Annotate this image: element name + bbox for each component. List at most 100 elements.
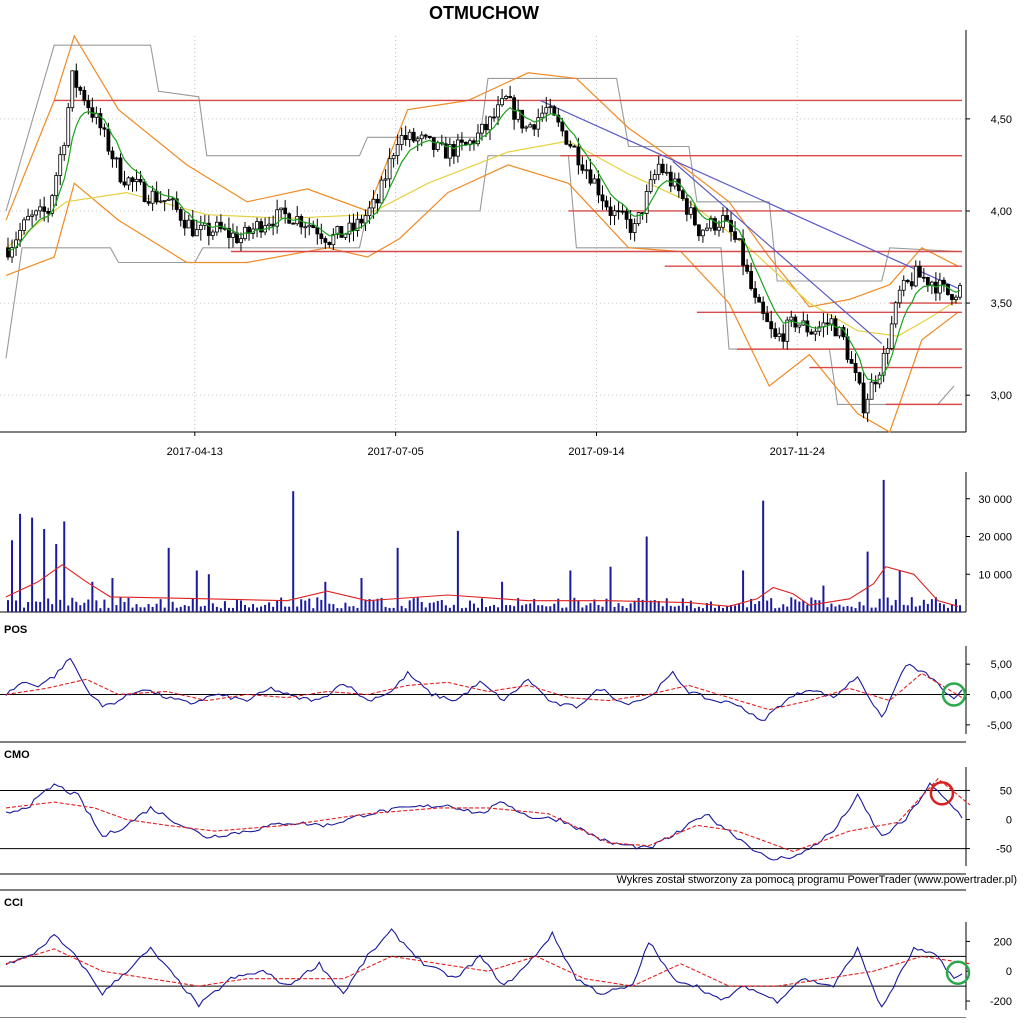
volume-bar: [456, 530, 459, 612]
candle-body: [849, 359, 854, 364]
candle-body: [805, 320, 810, 333]
volume-bar: [742, 570, 745, 612]
volume-bar: [480, 598, 483, 612]
volume-bar: [59, 599, 62, 612]
volume-bar: [195, 570, 198, 612]
x-tick-label: 2017-07-05: [367, 446, 423, 458]
volume-bar: [545, 606, 548, 612]
volume-bar: [167, 547, 170, 612]
candle-body: [797, 324, 802, 328]
volume-bar: [878, 598, 881, 612]
candle-body: [664, 171, 669, 174]
candle-body: [544, 107, 549, 114]
volume-bar: [926, 603, 929, 612]
candle-body: [367, 207, 372, 217]
candle-body: [921, 276, 926, 279]
candle-body: [745, 264, 750, 272]
candle-body: [845, 336, 850, 360]
volume-bar: [131, 607, 134, 612]
candle-body: [889, 323, 894, 349]
volume-bar: [754, 604, 757, 612]
y-tick-label: -50: [996, 844, 1012, 856]
candle-body: [588, 169, 593, 184]
candle-body: [508, 96, 513, 99]
cci-panel: -200 0 200 CCI: [0, 889, 1012, 1019]
candle-body: [568, 143, 573, 147]
candle-body: [379, 179, 384, 204]
volume-bar: [617, 603, 620, 612]
volume-bar: [597, 604, 600, 612]
volume-bar: [870, 607, 873, 612]
volume-bar: [380, 597, 383, 612]
candle-body: [431, 137, 436, 150]
candle-body: [82, 89, 87, 102]
volume-bar: [874, 607, 877, 612]
volume-bar: [677, 605, 680, 612]
volume-bar: [569, 570, 572, 612]
volume-bar: [653, 599, 656, 612]
candle-body: [592, 178, 597, 184]
bollinger-upper-line: [5, 34, 959, 308]
y-tick-label: 200: [994, 936, 1012, 948]
volume-bar: [553, 603, 556, 612]
candle-body: [74, 70, 79, 88]
candle-body: [146, 201, 151, 204]
pos-line: [5, 657, 963, 721]
candle-body: [560, 121, 565, 132]
candle-body: [327, 241, 332, 246]
volume-bar: [790, 597, 793, 612]
candle-body: [857, 372, 862, 384]
volume-bar: [830, 603, 833, 612]
volume-bar: [589, 603, 592, 612]
y-tick-label: 10 000: [978, 569, 1012, 581]
volume-bar: [894, 599, 897, 612]
volume-bar: [227, 607, 230, 612]
candle-body: [644, 191, 649, 214]
volume-bar: [211, 603, 214, 612]
candle-body: [925, 277, 930, 286]
candle-body: [893, 302, 898, 325]
volume-bar: [11, 540, 14, 612]
volume-bar: [497, 607, 500, 612]
y-tick-label: 5,00: [991, 659, 1012, 671]
candle-body: [656, 163, 661, 175]
candle-body: [126, 177, 131, 186]
panel-title: CMO: [4, 749, 30, 761]
candle-body: [403, 135, 408, 140]
candle-body: [773, 328, 778, 337]
candle-body: [729, 219, 733, 233]
candle-body: [600, 194, 605, 202]
volume-bar: [633, 600, 636, 612]
candle-body: [383, 178, 388, 181]
volume-bar: [501, 581, 504, 612]
volume-bar: [187, 606, 190, 612]
candle-body: [460, 139, 464, 143]
volume-panel: 10 000 20 000 30 000: [0, 472, 1012, 613]
volume-bar: [404, 608, 407, 612]
candle-body: [488, 116, 492, 131]
candle-body: [905, 279, 910, 283]
volume-bar: [103, 599, 106, 612]
candle-body: [387, 158, 392, 180]
candle-body: [259, 221, 263, 233]
candle-body: [174, 198, 179, 210]
volume-bar: [468, 600, 471, 612]
volume-bar: [296, 606, 299, 612]
candle-body: [70, 70, 75, 109]
candle-body: [946, 283, 950, 295]
candle-body: [46, 210, 51, 214]
volume-bar: [308, 598, 311, 612]
volume-bar: [23, 607, 26, 612]
candle-body: [150, 190, 155, 204]
volume-bar: [436, 600, 439, 612]
ema-line: [7, 106, 961, 382]
volume-bar: [476, 607, 479, 612]
candle-body: [114, 157, 119, 160]
volume-bar: [123, 602, 126, 612]
candle-body: [765, 313, 770, 323]
volume-bar: [328, 603, 331, 612]
candle-body: [239, 238, 243, 244]
candle-body: [632, 223, 637, 233]
volume-bar: [460, 608, 463, 612]
